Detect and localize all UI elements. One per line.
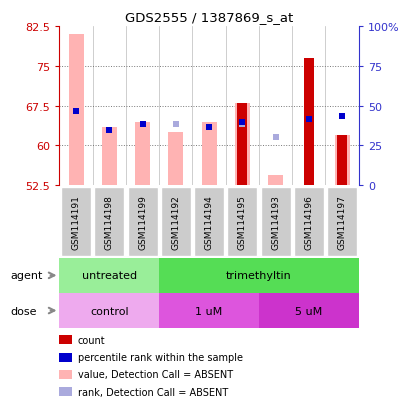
Bar xyxy=(135,122,150,186)
Bar xyxy=(267,175,282,186)
Bar xyxy=(159,293,258,328)
Text: percentile rank within the sample: percentile rank within the sample xyxy=(78,352,242,362)
Text: count: count xyxy=(78,335,105,345)
Text: 1 uM: 1 uM xyxy=(195,306,222,316)
Text: value, Detection Call = ABSENT: value, Detection Call = ABSENT xyxy=(78,370,232,380)
Bar xyxy=(303,59,313,186)
Bar xyxy=(234,104,249,186)
Bar xyxy=(334,135,349,186)
FancyBboxPatch shape xyxy=(160,188,190,256)
Bar xyxy=(237,104,247,186)
Text: control: control xyxy=(90,306,128,316)
FancyBboxPatch shape xyxy=(127,188,157,256)
Text: untreated: untreated xyxy=(81,271,137,281)
Text: agent: agent xyxy=(10,271,43,281)
Bar xyxy=(336,135,346,186)
FancyBboxPatch shape xyxy=(326,188,356,256)
Bar xyxy=(101,128,117,186)
Text: GSM114196: GSM114196 xyxy=(303,195,312,249)
Bar xyxy=(159,258,358,293)
FancyBboxPatch shape xyxy=(227,188,257,256)
FancyBboxPatch shape xyxy=(193,188,223,256)
Bar xyxy=(59,258,159,293)
FancyBboxPatch shape xyxy=(293,188,323,256)
Text: GSM114199: GSM114199 xyxy=(138,195,147,249)
Text: GSM114198: GSM114198 xyxy=(105,195,114,249)
Text: GSM114195: GSM114195 xyxy=(237,195,246,249)
FancyBboxPatch shape xyxy=(61,188,91,256)
Text: GSM114194: GSM114194 xyxy=(204,195,213,249)
Text: trimethyltin: trimethyltin xyxy=(225,271,291,281)
Text: rank, Detection Call = ABSENT: rank, Detection Call = ABSENT xyxy=(78,387,227,397)
Bar xyxy=(201,122,216,186)
Title: GDS2555 / 1387869_s_at: GDS2555 / 1387869_s_at xyxy=(125,11,292,24)
Bar xyxy=(68,35,83,186)
Text: GSM114197: GSM114197 xyxy=(337,195,346,249)
Text: GSM114193: GSM114193 xyxy=(270,195,279,249)
FancyBboxPatch shape xyxy=(94,188,124,256)
FancyBboxPatch shape xyxy=(260,188,290,256)
Text: dose: dose xyxy=(10,306,37,316)
Text: GSM114191: GSM114191 xyxy=(72,195,81,249)
Text: 5 uM: 5 uM xyxy=(294,306,322,316)
Bar xyxy=(168,133,183,186)
Bar xyxy=(258,293,358,328)
Text: GSM114192: GSM114192 xyxy=(171,195,180,249)
Bar xyxy=(59,293,159,328)
